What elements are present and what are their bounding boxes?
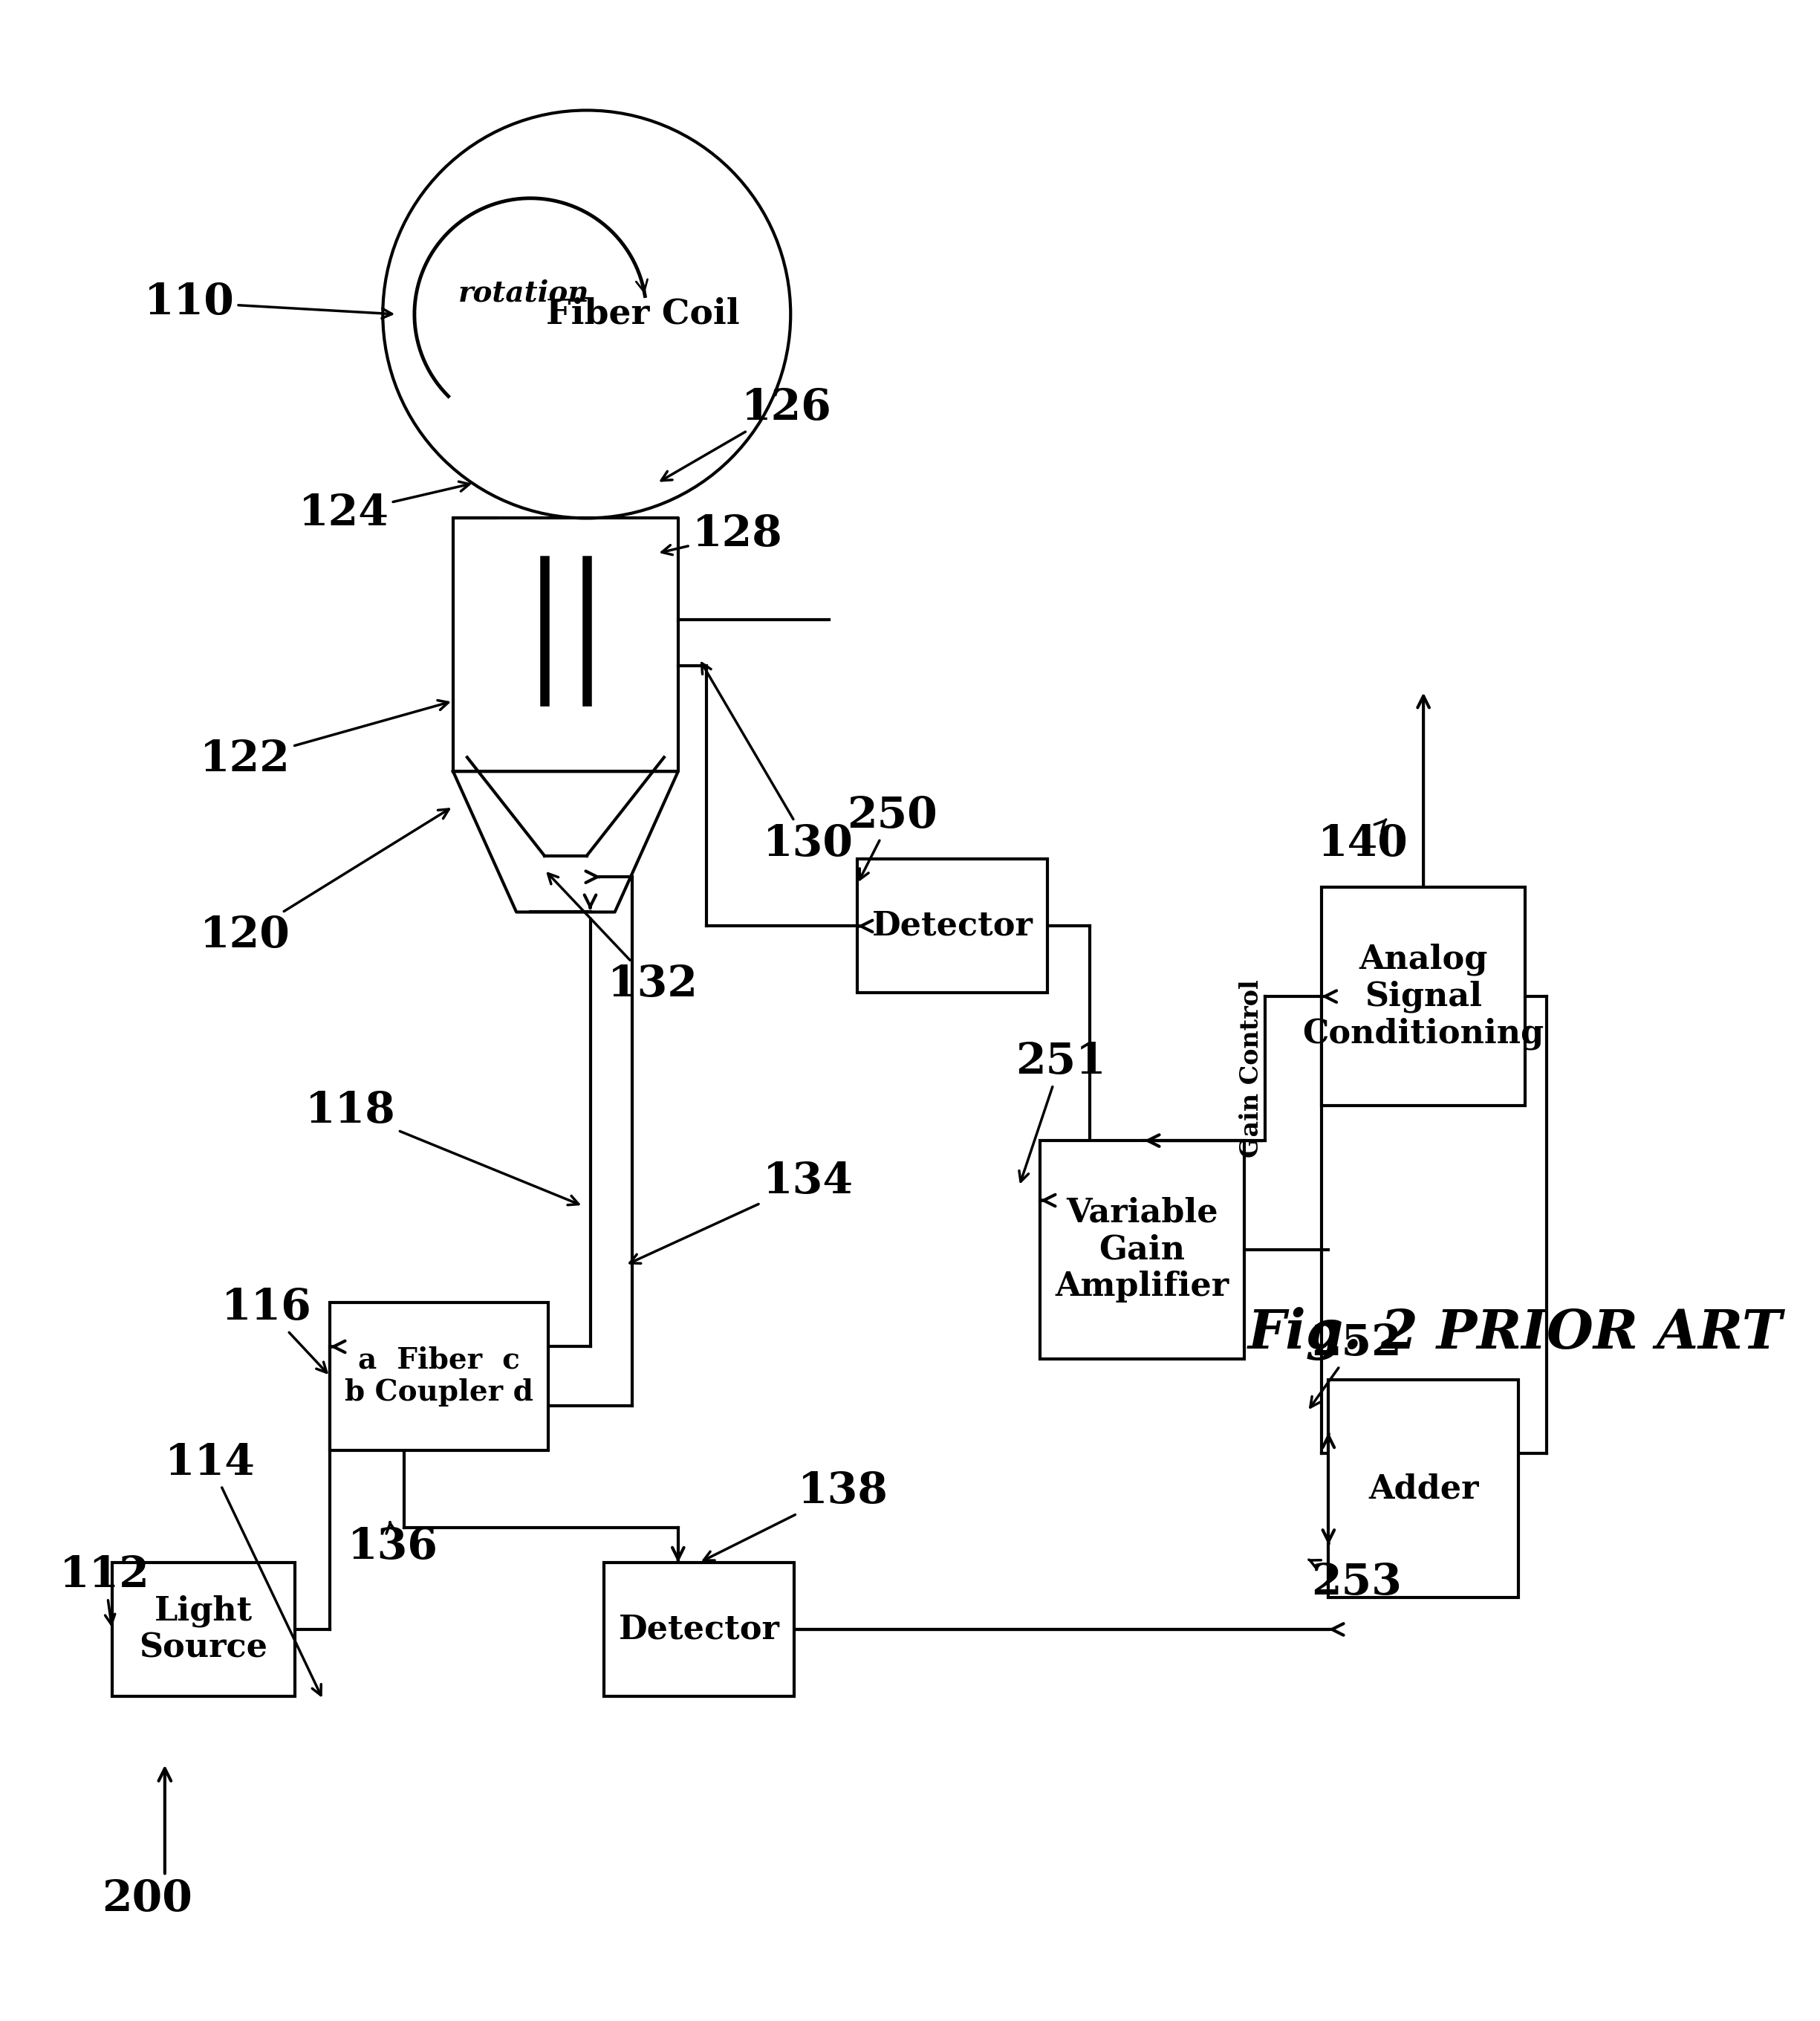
Polygon shape <box>453 517 679 772</box>
Text: 134: 134 <box>630 1160 854 1263</box>
Text: 138: 138 <box>704 1469 888 1560</box>
Polygon shape <box>453 772 679 911</box>
Text: 120: 120 <box>200 808 450 956</box>
Text: Fiber Coil: Fiber Coil <box>546 297 739 331</box>
Text: Detector: Detector <box>872 909 1034 942</box>
Text: 124: 124 <box>298 481 470 534</box>
Text: Fig. 2 PRIOR ART: Fig. 2 PRIOR ART <box>1247 1308 1782 1360</box>
Bar <box>329 1302 548 1449</box>
Text: 253: 253 <box>1309 1560 1401 1603</box>
Bar <box>1329 1380 1518 1599</box>
Text: 118: 118 <box>306 1091 579 1205</box>
Text: 132: 132 <box>548 873 699 1004</box>
Bar <box>113 1562 295 1696</box>
Text: a  Fiber  c
b Coupler d: a Fiber c b Coupler d <box>344 1346 533 1407</box>
Text: 200: 200 <box>102 1878 193 1920</box>
Bar <box>1321 887 1525 1105</box>
Text: 116: 116 <box>220 1287 326 1372</box>
Text: 251: 251 <box>1016 1041 1107 1182</box>
Text: Detector: Detector <box>619 1613 779 1645</box>
Text: Gain Control: Gain Control <box>1239 980 1263 1158</box>
Text: Light
Source: Light Source <box>140 1595 268 1663</box>
Text: Variable
Gain
Amplifier: Variable Gain Amplifier <box>1056 1196 1229 1304</box>
Text: Analog
Signal
Conditioning: Analog Signal Conditioning <box>1303 944 1543 1051</box>
Text: 130: 130 <box>703 663 854 865</box>
Text: 114: 114 <box>166 1441 320 1696</box>
Text: 110: 110 <box>144 281 391 323</box>
Bar <box>1041 1140 1245 1358</box>
Text: 126: 126 <box>661 388 832 481</box>
Bar <box>857 859 1046 992</box>
Text: 112: 112 <box>60 1554 149 1625</box>
Text: 252: 252 <box>1310 1322 1401 1407</box>
Text: rotation: rotation <box>459 279 590 307</box>
Text: 122: 122 <box>200 701 448 780</box>
Text: 136: 136 <box>348 1522 439 1568</box>
Bar <box>604 1562 794 1696</box>
Text: Adder: Adder <box>1369 1473 1478 1506</box>
Text: 140: 140 <box>1318 819 1409 865</box>
Text: 128: 128 <box>662 513 783 556</box>
Text: 250: 250 <box>846 794 937 879</box>
